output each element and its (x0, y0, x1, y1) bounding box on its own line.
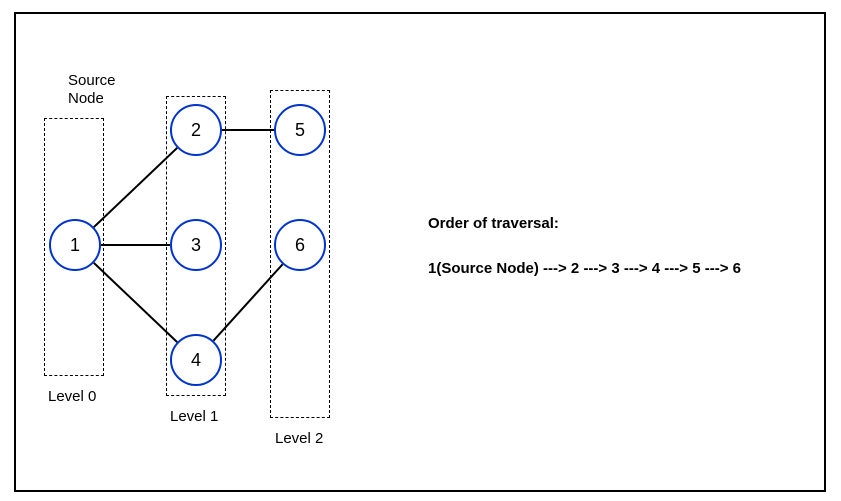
graph-node-label: 5 (295, 120, 305, 141)
graph-node-label: 6 (295, 235, 305, 256)
graph-node: 5 (274, 104, 326, 156)
label-source_node: Source Node (68, 72, 116, 108)
label-level1: Level 1 (170, 408, 218, 425)
graph-node-label: 1 (70, 235, 80, 256)
diagram-canvas: 1 2 3 4 5 6 Source Node Level 0 Level 1 Level 2 Or… (0, 0, 841, 501)
label-level2: Level 2 (275, 430, 323, 447)
outer-frame (14, 12, 826, 492)
traversal-heading: Order of traversal: (428, 215, 559, 232)
graph-node-label: 2 (191, 120, 201, 141)
traversal-sequence: 1(Source Node) ---> 2 ---> 3 ---> 4 --->… (428, 260, 741, 277)
graph-node: 4 (170, 334, 222, 386)
graph-node: 1 (49, 219, 101, 271)
graph-node-label: 4 (191, 350, 201, 371)
label-level0: Level 0 (48, 388, 96, 405)
graph-node: 6 (274, 219, 326, 271)
graph-node: 3 (170, 219, 222, 271)
graph-node-label: 3 (191, 235, 201, 256)
graph-node: 2 (170, 104, 222, 156)
